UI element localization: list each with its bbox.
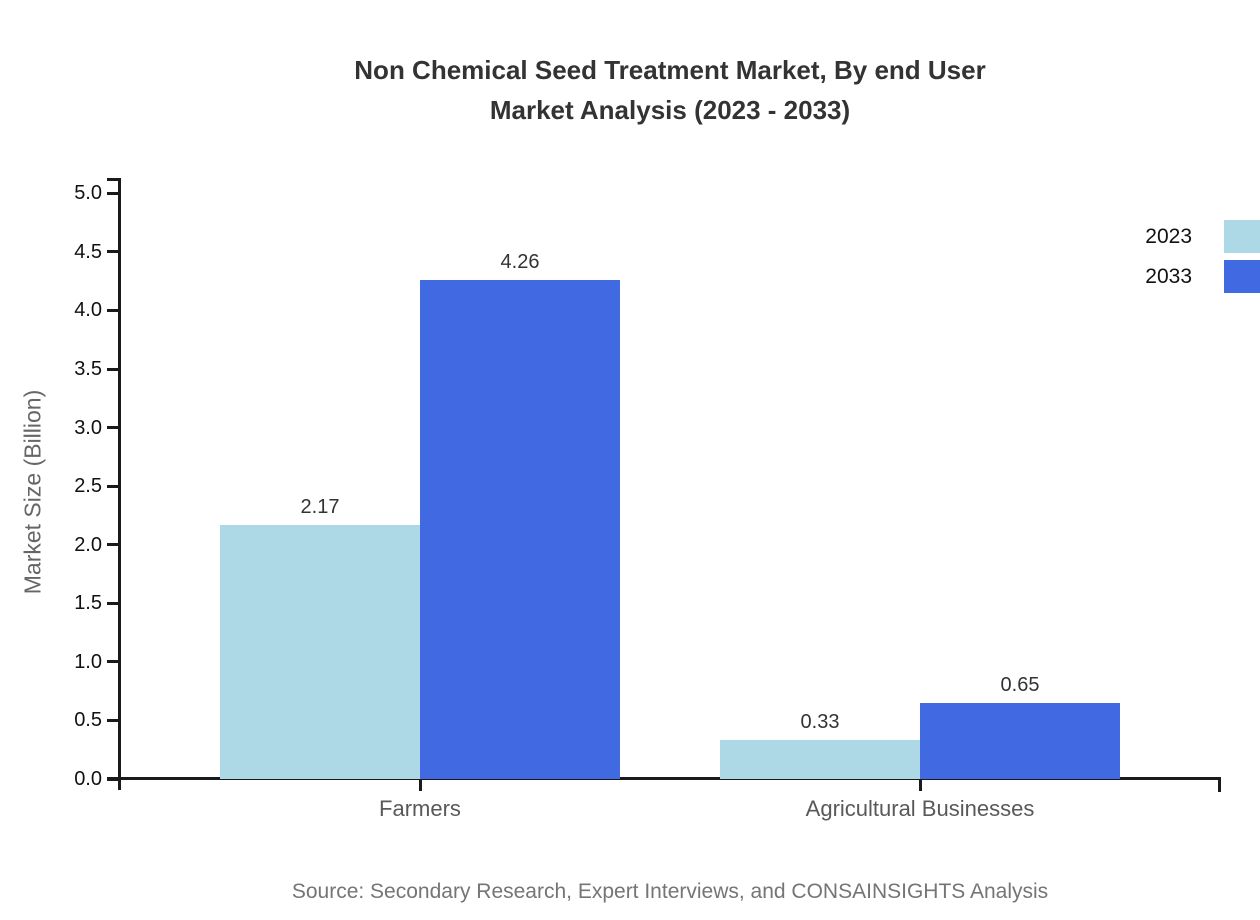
x-category-tick: [418, 779, 422, 791]
y-tick-label: 0.5: [74, 709, 102, 732]
x-category-label: Farmers: [379, 796, 461, 821]
y-tick-label: 1.0: [74, 650, 102, 673]
y-tick: [107, 367, 120, 371]
y-tick: [107, 426, 120, 430]
y-tick-label: 4.5: [74, 240, 102, 263]
y-tick-label: 0.0: [74, 768, 102, 790]
y-tick: [107, 250, 120, 254]
y-tick-label: 3.5: [74, 358, 102, 380]
y-tick: [107, 191, 120, 195]
y-tick: [107, 543, 120, 547]
y-tick: [107, 308, 120, 312]
y-tick-label: 4.0: [74, 299, 102, 322]
bar-value-label: 2.17: [300, 495, 340, 518]
y-tick-label: 3.0: [74, 416, 102, 439]
y-axis-line: [118, 178, 121, 790]
chart-title: Non Chemical Seed Treatment Market, By e…: [80, 50, 1260, 130]
source-note: Source: Secondary Research, Expert Inter…: [291, 880, 1049, 903]
x-category-tick: [918, 779, 922, 791]
y-axis-end-cap: [107, 178, 120, 181]
x-axis-end-cap: [1218, 779, 1221, 792]
y-tick: [107, 484, 120, 488]
y-tick-label: 5.0: [74, 182, 102, 205]
y-tick-label: 2.0: [74, 533, 102, 556]
bar-value-label: 4.26: [500, 250, 540, 273]
legend-label-2023: 2023: [1145, 225, 1192, 248]
y-tick: [107, 660, 120, 664]
bar-2033-farmers: [420, 279, 620, 779]
chart-title-line2: Market Analysis (2023 - 2033): [489, 95, 851, 125]
y-tick: [107, 718, 120, 722]
legend-swatch-2033: [1224, 260, 1260, 293]
bar-value-label: 0.33: [800, 711, 840, 734]
y-tick-label: 2.5: [74, 475, 102, 498]
y-tick: [107, 601, 120, 605]
bar-2023-farmers: [220, 524, 420, 779]
x-axis-line: [107, 777, 1221, 780]
y-tick: [107, 777, 120, 781]
legend-label-2033: 2033: [1145, 265, 1192, 288]
bar-2023-agricultural-businesses: [720, 740, 920, 779]
y-tick-label: 1.5: [74, 592, 102, 615]
bar-value-label: 0.65: [1000, 673, 1040, 696]
x-category-label: Agricultural Businesses: [805, 796, 1035, 821]
legend-swatch-2023: [1224, 220, 1260, 253]
bar-2033-agricultural-businesses: [920, 702, 1120, 779]
chart-title-line1: Non Chemical Seed Treatment Market, By e…: [354, 55, 986, 85]
